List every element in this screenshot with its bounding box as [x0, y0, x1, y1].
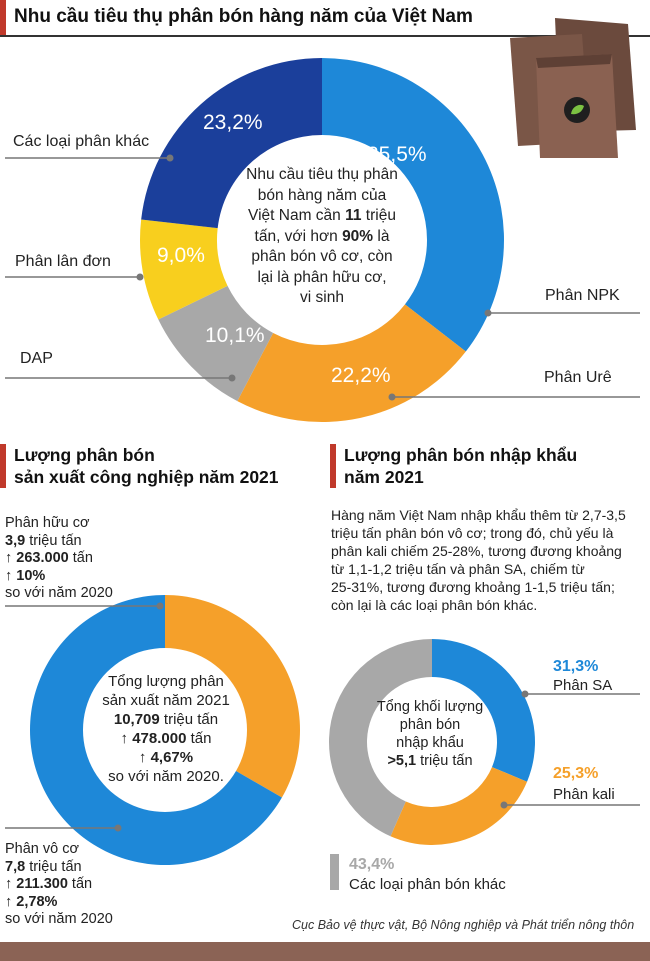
- donut2-center-text: Tổng lượng phân sản xuất năm 2021 10,709…: [102, 673, 230, 785]
- import-paragraph: Hàng năm Việt Nam nhập khẩu thêm từ 2,7-…: [331, 507, 626, 613]
- leader-organic-dot: [156, 602, 164, 610]
- ure-pct-label: 22,2%: [331, 364, 391, 387]
- legend-dap: DAP: [20, 350, 53, 367]
- import-section-header: Lượng phân bón nhập khẩu năm 2021: [330, 440, 650, 492]
- dap-pct-label: 10,1%: [205, 324, 265, 347]
- lan-pct-label: 9,0%: [157, 244, 205, 267]
- leader-other-dot: [166, 154, 174, 162]
- inorganic-slice: [29, 595, 282, 865]
- other-slice: [141, 58, 322, 229]
- legend-npk: Phân NPK: [545, 287, 620, 304]
- organic-slice: [165, 595, 300, 798]
- demand-donut-chart: [5, 58, 640, 422]
- other-pct-label: 23,2%: [203, 111, 263, 134]
- leader-ure-dot: [388, 393, 396, 401]
- other-import-pct: 43,4%: [349, 856, 395, 873]
- bottom-bar: [0, 942, 650, 961]
- npk-slice: [322, 58, 505, 352]
- lan-slice: [140, 219, 228, 320]
- leader-sa-dot: [521, 690, 529, 698]
- inorganic-info: Phân vô cơ 7,8 triệu tấn ↑ 211.300 tấn ↑…: [5, 841, 113, 927]
- npk-pct-label: 35,5%: [367, 143, 427, 166]
- production-donut-chart: [5, 595, 300, 865]
- production-section-header: Lượng phân bón sản xuất công nghiệp năm …: [0, 440, 312, 492]
- donut1-center-text: Nhu cầu tiêu thụ phân bón hàng năm của V…: [246, 166, 398, 306]
- leader-kali-dot: [500, 801, 508, 809]
- sa-pct: 31,3%: [553, 658, 599, 675]
- title-underline: [0, 35, 650, 37]
- title-accent: [0, 0, 6, 36]
- legend-other: Các loại phân khác: [13, 133, 150, 150]
- organic-info: Phân hữu cơ 3,9 triệu tấn ↑ 263.000 tấn …: [5, 515, 113, 601]
- leader-npk-dot: [484, 309, 492, 317]
- other-import-name: Các loại phân bón khác: [349, 876, 506, 893]
- legend-lan: Phân lân đơn: [15, 253, 111, 270]
- kali-name: Phân kali: [553, 786, 615, 803]
- donut3-center-text: Tổng khối lượng phân bón nhập khẩu >5,1 …: [376, 699, 484, 769]
- leader-lan-dot: [136, 273, 144, 281]
- title-bar: Nhu cầu tiêu thụ phân bón hàng năm của V…: [0, 0, 650, 37]
- page-title: Nhu cầu tiêu thụ phân bón hàng năm của V…: [14, 6, 473, 27]
- legend-ure: Phân Urê: [544, 369, 612, 386]
- ure-slice: [237, 304, 466, 422]
- other-legend-swatch: [330, 854, 339, 890]
- fertilizer-bags-illustration: [510, 18, 636, 158]
- source-note: Cục Bảo vệ thực vật, Bộ Nông nghiệp và P…: [292, 918, 635, 932]
- leader-inorganic-dot: [114, 824, 122, 832]
- sa-slice: [432, 639, 535, 782]
- other-import-slice: [329, 639, 432, 837]
- import-title: Lượng phân bón nhập khẩu năm 2021: [344, 445, 578, 487]
- sa-name: Phân SA: [553, 677, 613, 694]
- import-donut-chart: [329, 639, 640, 845]
- kali-slice: [390, 767, 528, 845]
- leader-dap-dot: [228, 374, 236, 382]
- production-title: Lượng phân bón sản xuất công nghiệp năm …: [14, 445, 279, 487]
- kali-pct: 25,3%: [553, 765, 599, 782]
- dap-slice: [158, 285, 274, 402]
